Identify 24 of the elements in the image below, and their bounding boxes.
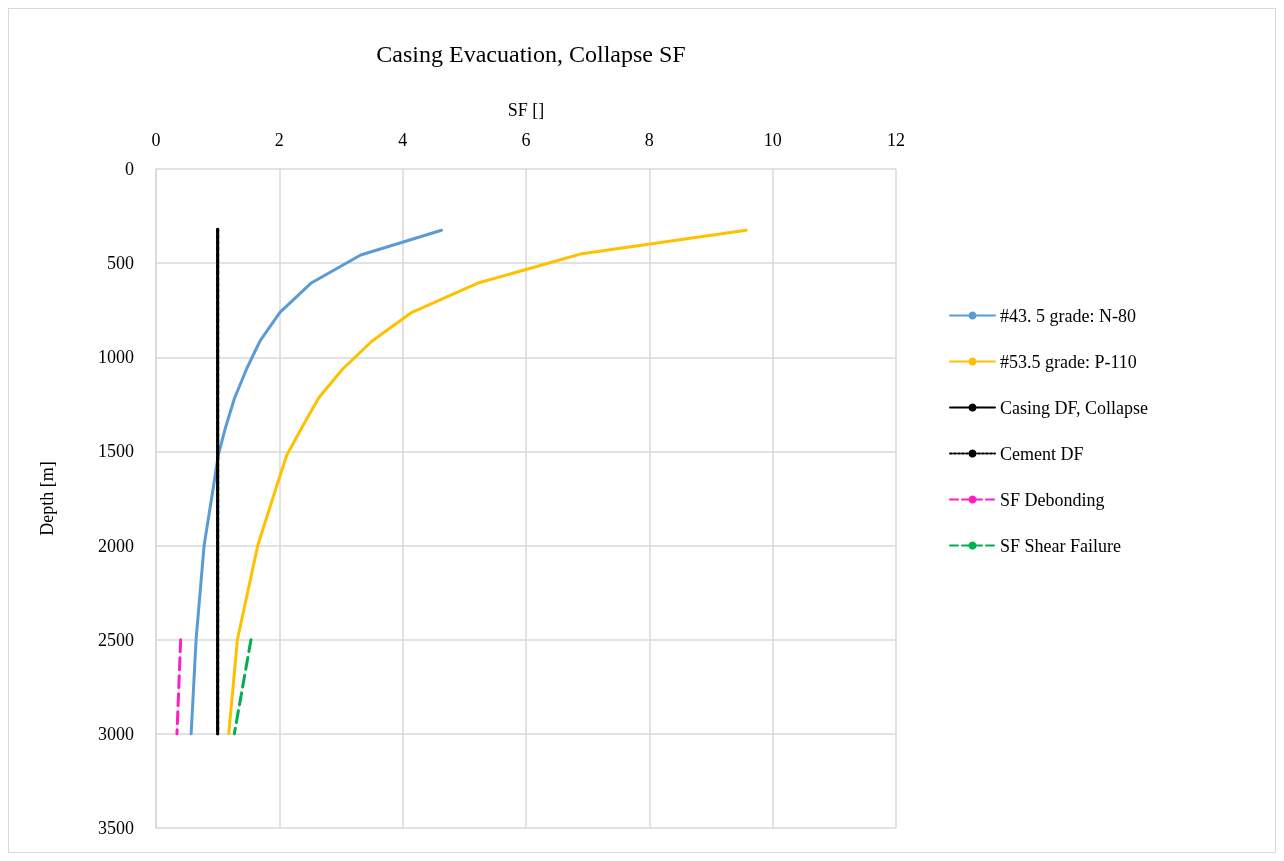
y-tick-label: 2000 — [98, 535, 134, 556]
x-tick-label: 12 — [887, 130, 905, 150]
y-tick-label: 3500 — [98, 818, 134, 838]
y-tick-label: 500 — [107, 253, 134, 274]
y-tick-label: 2500 — [98, 629, 134, 650]
y-axis-title: Depth [m] — [37, 461, 57, 536]
y-tick-label: 1500 — [98, 441, 134, 462]
x-tick-label: 6 — [521, 130, 531, 150]
legend-label: #43. 5 grade: N-80 — [1000, 305, 1136, 326]
x-tick-label: 8 — [644, 130, 654, 150]
x-tick-label: 0 — [151, 130, 161, 150]
y-tick-label: 0 — [125, 159, 134, 179]
x-axis-title: SF [] — [507, 100, 545, 120]
y-tick-label: 3000 — [98, 723, 134, 744]
chart-title: Casing Evacuation, Collapse SF — [376, 41, 686, 67]
legend-label: SF Debonding — [1000, 489, 1105, 510]
legend-label: Casing DF, Collapse — [1000, 397, 1149, 418]
x-tick-label: 2 — [274, 130, 284, 150]
legend-label: SF Shear Failure — [1000, 535, 1121, 556]
x-tick-label: 10 — [763, 130, 782, 150]
x-tick-label: 4 — [398, 130, 408, 150]
y-tick-label: 1000 — [98, 347, 134, 368]
legend-label: Cement DF — [1000, 443, 1084, 464]
legend-label: #53.5 grade: P-110 — [1000, 351, 1137, 372]
